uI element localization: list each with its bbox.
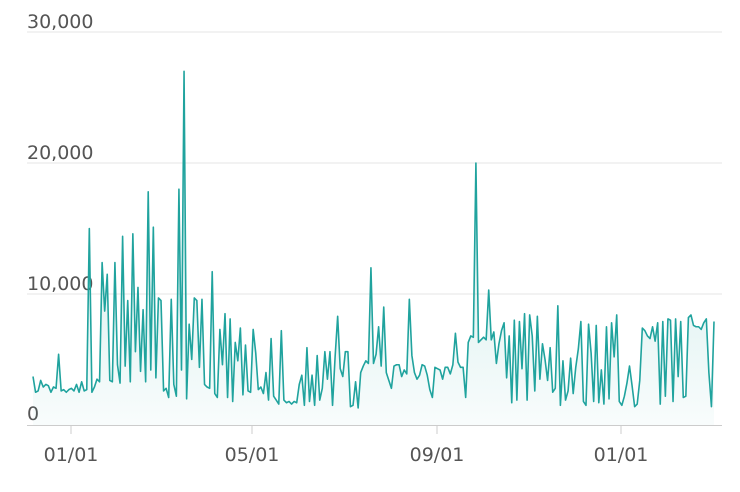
gridlines — [27, 31, 722, 295]
x-tick-label: 05/01 — [225, 444, 280, 466]
y-tick-label: 30,000 — [27, 11, 93, 33]
x-tick-label: 09/01 — [410, 444, 465, 466]
y-tick-label: 20,000 — [27, 142, 93, 164]
series-area — [33, 71, 714, 426]
y-tick-label: 10,000 — [27, 273, 93, 295]
x-tick-label: 01/01 — [44, 444, 99, 466]
x-axis: 01/01 05/01 09/01 01/01 — [44, 425, 649, 466]
series-line — [32, 70, 715, 409]
x-tick-label: 01/01 — [594, 444, 649, 466]
